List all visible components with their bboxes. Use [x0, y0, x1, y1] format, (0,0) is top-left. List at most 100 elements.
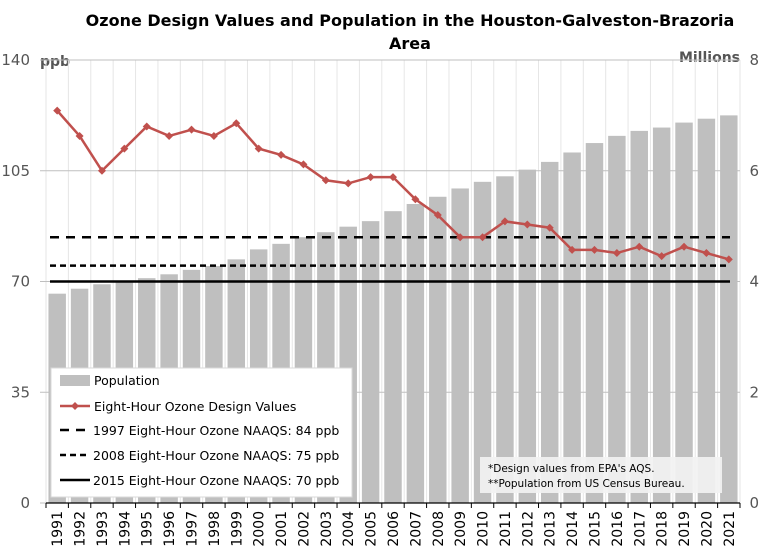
ozone-point-2014 — [568, 245, 577, 254]
note-design-values: *Design values from EPA's AQS. — [488, 463, 655, 475]
x-tick-label-2014: 2014 — [565, 511, 581, 547]
note-population: **Population from US Census Bureau. — [488, 478, 685, 490]
ozone-point-2018 — [657, 252, 666, 261]
ozone-point-2011 — [500, 217, 509, 226]
ozone-point-1992 — [75, 131, 84, 140]
population-bar-2011 — [496, 176, 514, 503]
ozone-point-2021 — [724, 255, 733, 264]
x-tick-label-2004: 2004 — [341, 511, 357, 547]
chart-title-line-2: Area — [389, 34, 431, 53]
ozone-point-2003 — [321, 176, 330, 185]
x-tick-label-2021: 2021 — [722, 511, 738, 547]
legend-label-1997-naaqs: 1997 Eight-Hour Ozone NAAQS: 84 ppb — [93, 423, 339, 438]
ozone-point-2019 — [680, 242, 689, 251]
ozone-point-1999 — [232, 119, 241, 128]
legend-label-population: Population — [94, 373, 160, 388]
x-tick-label-1991: 1991 — [50, 511, 66, 547]
ozone-point-2000 — [254, 144, 263, 153]
x-tick-label-2002: 2002 — [296, 511, 312, 547]
x-tick-label-2017: 2017 — [632, 511, 648, 547]
x-tick-label-2009: 2009 — [453, 511, 469, 547]
population-bar-2008 — [429, 196, 447, 503]
x-tick-label-1997: 1997 — [185, 511, 201, 547]
population-bar-2013 — [540, 161, 559, 503]
population-bar-2006 — [384, 211, 402, 503]
right-axis-unit: Millions — [679, 50, 740, 66]
x-tick-label-1998: 1998 — [207, 511, 223, 547]
axes — [45, 502, 741, 508]
x-tick-label-2008: 2008 — [431, 511, 447, 547]
x-tick-label-1999: 1999 — [229, 511, 245, 547]
x-tick-label-1996: 1996 — [162, 511, 178, 547]
ozone-point-2020 — [702, 249, 711, 258]
legend-label-2008-naaqs: 2008 Eight-Hour Ozone NAAQS: 75 ppb — [93, 448, 339, 463]
ozone-point-1993 — [97, 166, 106, 175]
x-tick-label-2010: 2010 — [476, 511, 492, 547]
left-tick-label: 105 — [1, 162, 30, 180]
right-tick-label: 2 — [749, 383, 759, 401]
ozone-point-1998 — [209, 131, 218, 140]
left-tick-label: 0 — [20, 494, 30, 512]
ozone-point-2004 — [344, 179, 353, 188]
ozone-point-2012 — [523, 220, 532, 229]
ozone-point-1997 — [187, 125, 196, 134]
x-tick-label-2016: 2016 — [610, 511, 626, 547]
ozone-point-2002 — [299, 160, 308, 169]
ozone-point-2009 — [456, 233, 465, 242]
population-bar-2019 — [675, 122, 693, 503]
x-tick-label-2015: 2015 — [587, 511, 603, 547]
x-tick-label-1993: 1993 — [95, 511, 111, 547]
legend: Population Eight-Hour Ozone Design Value… — [50, 367, 353, 498]
population-bar-2020 — [697, 118, 716, 503]
x-tick-label-2018: 2018 — [655, 511, 671, 547]
ozone-point-2008 — [433, 211, 442, 220]
ozone-point-2007 — [411, 195, 420, 204]
legend-label-2015-naaqs: 2015 Eight-Hour Ozone NAAQS: 70 ppb — [93, 473, 339, 488]
x-tick-label-2013: 2013 — [543, 511, 559, 547]
population-bar-2016 — [608, 135, 626, 503]
ozone-point-2013 — [545, 223, 554, 232]
ozone-point-2005 — [366, 173, 375, 182]
population-bar-2014 — [563, 152, 581, 503]
chart-title-line-1: Ozone Design Values and Population in th… — [86, 11, 735, 30]
x-tick-label-1994: 1994 — [117, 511, 133, 547]
right-tick-label: 8 — [749, 51, 759, 69]
population-bar-2015 — [585, 143, 604, 503]
ozone-point-2015 — [590, 245, 599, 254]
population-bar-2012 — [518, 169, 537, 503]
left-tick-label: 140 — [1, 51, 30, 69]
left-axis-ticks: 0 35 70 105 140 — [1, 51, 30, 512]
population-bar-2017 — [630, 130, 648, 503]
x-tick-label-2000: 2000 — [252, 511, 268, 547]
source-note: *Design values from EPA's AQS. **Populat… — [480, 457, 722, 493]
ozone-point-2001 — [277, 150, 286, 159]
left-axis-unit: ppb — [40, 54, 70, 70]
x-tick-label-2007: 2007 — [408, 511, 424, 547]
x-tick-label-2019: 2019 — [677, 511, 693, 547]
right-axis-ticks: 0 2 4 6 8 — [749, 51, 759, 512]
left-tick-label: 70 — [11, 273, 30, 291]
x-tick-label-1995: 1995 — [140, 511, 156, 547]
ozone-point-2016 — [612, 249, 621, 258]
population-bar-2005 — [361, 221, 380, 504]
ozone-point-1994 — [120, 144, 129, 153]
ozone-point-2017 — [635, 242, 644, 251]
x-tick-label-2006: 2006 — [386, 511, 402, 547]
ozone-point-2010 — [478, 233, 487, 242]
legend-swatch-population — [60, 375, 90, 386]
legend-marker-ozone — [71, 402, 79, 410]
left-tick-label: 35 — [11, 383, 30, 401]
population-bar-2007 — [406, 203, 425, 503]
right-tick-label: 6 — [749, 162, 759, 180]
x-tick-label-2020: 2020 — [699, 511, 715, 547]
population-bar-2010 — [473, 181, 492, 503]
naaqs-lines — [50, 235, 730, 283]
right-tick-label: 4 — [749, 273, 759, 291]
ozone-point-2006 — [389, 173, 397, 182]
ozone-point-1996 — [165, 131, 174, 140]
population-bar-2021 — [720, 115, 738, 503]
x-tick-label-2011: 2011 — [498, 511, 514, 547]
x-tick-label-2012: 2012 — [520, 511, 536, 547]
ozone-line — [53, 106, 733, 264]
